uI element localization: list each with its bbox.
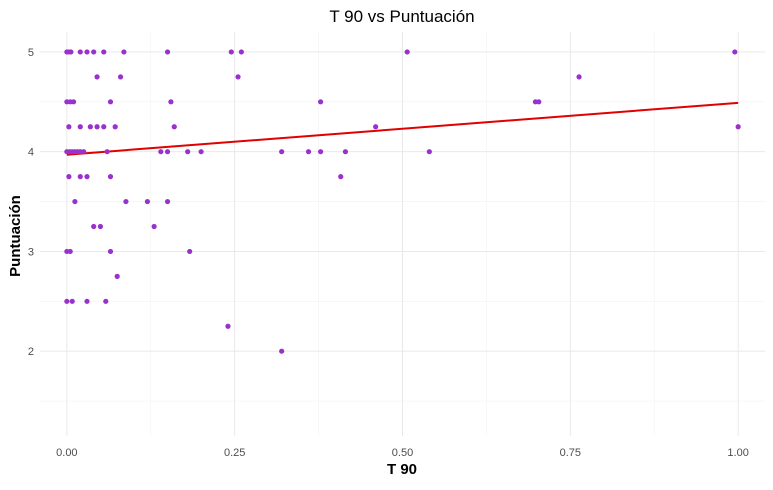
x-tick-label: 0.00 xyxy=(56,447,77,459)
data-point xyxy=(72,198,78,205)
data-point xyxy=(117,74,124,80)
grid xyxy=(40,32,765,436)
x-tick-label: 0.25 xyxy=(224,447,245,459)
data-point xyxy=(97,223,104,230)
data-point xyxy=(164,49,171,55)
data-point xyxy=(107,174,114,180)
data-point xyxy=(94,74,100,80)
data-point xyxy=(576,74,582,80)
data-point xyxy=(121,49,127,55)
data-point xyxy=(158,149,164,155)
x-tick-label: 1.00 xyxy=(727,447,748,459)
data-point xyxy=(84,174,90,180)
data-point xyxy=(735,124,741,130)
data-point xyxy=(66,174,72,180)
data-point xyxy=(94,124,100,130)
data-point xyxy=(342,149,349,155)
data-point xyxy=(238,49,244,55)
data-point xyxy=(77,124,83,130)
data-point xyxy=(225,323,231,329)
data-point xyxy=(536,99,542,105)
data-point xyxy=(69,298,75,304)
data-point xyxy=(198,149,204,155)
tick-labels: 0.00 0.25 0.50 0.75 1.00 2 3 4 5 xyxy=(28,47,749,459)
data-point xyxy=(84,49,90,55)
points-layer xyxy=(64,49,741,354)
data-point xyxy=(87,124,93,130)
data-point xyxy=(66,124,72,130)
trend-line xyxy=(66,101,739,156)
chart-title: T 90 vs Puntuación xyxy=(329,7,474,26)
data-point xyxy=(279,149,285,155)
data-point xyxy=(373,124,379,130)
data-point xyxy=(732,49,738,55)
data-point xyxy=(228,49,234,55)
x-tick-label: 0.75 xyxy=(560,447,581,459)
data-point xyxy=(404,49,410,55)
data-point xyxy=(144,198,151,205)
data-point xyxy=(77,174,83,180)
data-point xyxy=(171,124,177,130)
data-point xyxy=(185,149,191,155)
y-axis-title: Puntuación xyxy=(7,195,24,277)
data-point xyxy=(107,99,114,105)
data-point xyxy=(68,49,74,55)
data-point xyxy=(279,348,285,354)
data-point xyxy=(123,198,129,205)
x-tick-label: 0.50 xyxy=(392,447,413,459)
data-point xyxy=(91,49,97,55)
data-point xyxy=(305,149,312,155)
data-point xyxy=(112,124,118,130)
data-point xyxy=(318,149,324,155)
data-point xyxy=(67,248,73,255)
data-point xyxy=(168,99,174,105)
data-point xyxy=(187,248,193,255)
data-point xyxy=(107,248,114,255)
data-point xyxy=(164,149,171,155)
data-point xyxy=(318,99,324,105)
data-point xyxy=(338,174,344,180)
y-tick-label: 2 xyxy=(28,346,34,358)
data-point xyxy=(70,99,77,105)
data-point xyxy=(84,298,90,304)
data-point xyxy=(64,298,70,304)
data-point xyxy=(151,223,157,230)
data-point xyxy=(103,298,109,304)
data-point xyxy=(164,198,171,205)
data-point xyxy=(101,124,107,130)
data-point xyxy=(426,149,432,155)
y-tick-label: 5 xyxy=(28,47,34,59)
y-tick-label: 3 xyxy=(28,246,34,258)
data-point xyxy=(91,223,97,230)
trend-line-layer xyxy=(66,101,739,156)
x-axis-title: T 90 xyxy=(387,461,417,478)
data-point xyxy=(235,74,241,80)
data-point xyxy=(114,273,120,279)
data-point xyxy=(101,49,107,55)
data-point xyxy=(81,149,87,155)
data-point xyxy=(77,49,83,55)
data-point xyxy=(104,149,110,155)
y-tick-label: 4 xyxy=(28,147,34,159)
